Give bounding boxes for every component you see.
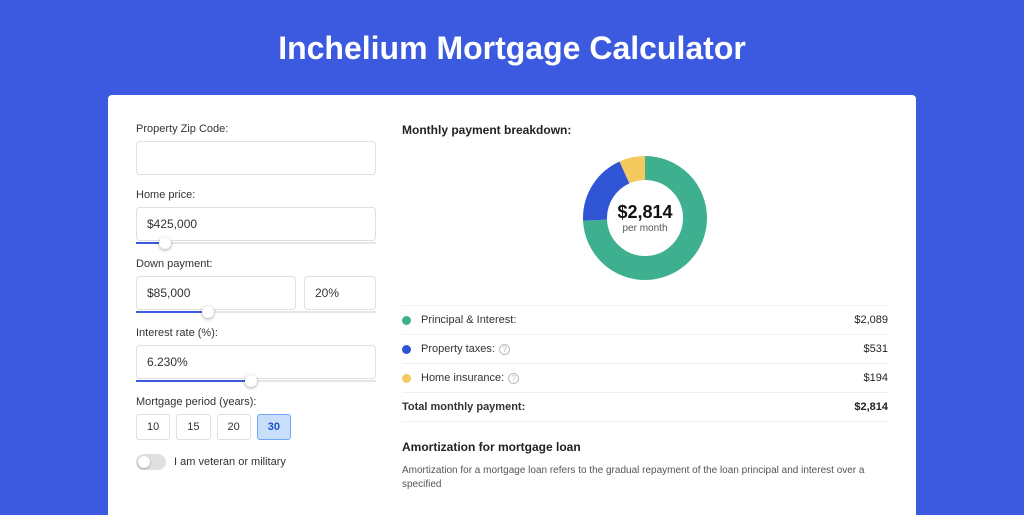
breakdown-label-principal: Principal & Interest:: [421, 314, 854, 326]
home-price-slider[interactable]: [136, 242, 376, 244]
breakdown-title: Monthly payment breakdown:: [402, 123, 888, 137]
legend-dot-insurance: [402, 374, 411, 383]
breakdown-row-total: Total monthly payment:$2,814: [402, 392, 888, 422]
interest-label: Interest rate (%):: [136, 327, 376, 339]
donut-sub: per month: [622, 223, 667, 234]
period-option-30[interactable]: 30: [257, 414, 291, 440]
breakdown-value-principal: $2,089: [854, 314, 888, 326]
down-payment-field: Down payment:: [136, 258, 376, 313]
down-payment-slider[interactable]: [136, 311, 376, 313]
down-payment-label: Down payment:: [136, 258, 376, 270]
zip-field: Property Zip Code:: [136, 123, 376, 175]
zip-input[interactable]: [136, 141, 376, 175]
breakdown-panel: Monthly payment breakdown: $2,814 per mo…: [402, 123, 888, 515]
down-payment-amount-input[interactable]: [136, 276, 296, 310]
down-payment-percent-input[interactable]: [304, 276, 376, 310]
breakdown-row-taxes: Property taxes:?$531: [402, 334, 888, 363]
amortization-section: Amortization for mortgage loan Amortizat…: [402, 440, 888, 492]
amortization-title: Amortization for mortgage loan: [402, 440, 888, 454]
home-price-input[interactable]: [136, 207, 376, 241]
period-option-10[interactable]: 10: [136, 414, 170, 440]
interest-slider[interactable]: [136, 380, 376, 382]
help-icon[interactable]: ?: [499, 344, 510, 355]
breakdown-label-taxes: Property taxes:?: [421, 343, 864, 355]
help-icon[interactable]: ?: [508, 373, 519, 384]
period-option-15[interactable]: 15: [176, 414, 210, 440]
calculator-card: Property Zip Code: Home price: Down paym…: [108, 95, 916, 515]
interest-field: Interest rate (%):: [136, 327, 376, 382]
amortization-text: Amortization for a mortgage loan refers …: [402, 464, 888, 492]
page-title: Inchelium Mortgage Calculator: [108, 30, 916, 67]
breakdown-value-insurance: $194: [864, 372, 888, 384]
zip-label: Property Zip Code:: [136, 123, 376, 135]
legend-dot-principal: [402, 316, 411, 325]
inputs-panel: Property Zip Code: Home price: Down paym…: [136, 123, 376, 515]
home-price-field: Home price:: [136, 189, 376, 244]
veteran-label: I am veteran or military: [174, 456, 286, 468]
veteran-row: I am veteran or military: [136, 454, 376, 470]
period-option-20[interactable]: 20: [217, 414, 251, 440]
veteran-toggle[interactable]: [136, 454, 166, 470]
breakdown-total-label: Total monthly payment:: [402, 401, 854, 413]
period-field: Mortgage period (years): 1015 2030: [136, 396, 376, 440]
payment-donut-chart: $2,814 per month: [580, 153, 710, 283]
donut-amount: $2,814: [617, 202, 672, 223]
breakdown-row-principal: Principal & Interest:$2,089: [402, 305, 888, 334]
breakdown-row-insurance: Home insurance:?$194: [402, 363, 888, 392]
breakdown-total-value: $2,814: [854, 401, 888, 413]
home-price-label: Home price:: [136, 189, 376, 201]
legend-dot-taxes: [402, 345, 411, 354]
breakdown-label-insurance: Home insurance:?: [421, 372, 864, 384]
period-label: Mortgage period (years):: [136, 396, 376, 408]
interest-input[interactable]: [136, 345, 376, 379]
breakdown-value-taxes: $531: [864, 343, 888, 355]
